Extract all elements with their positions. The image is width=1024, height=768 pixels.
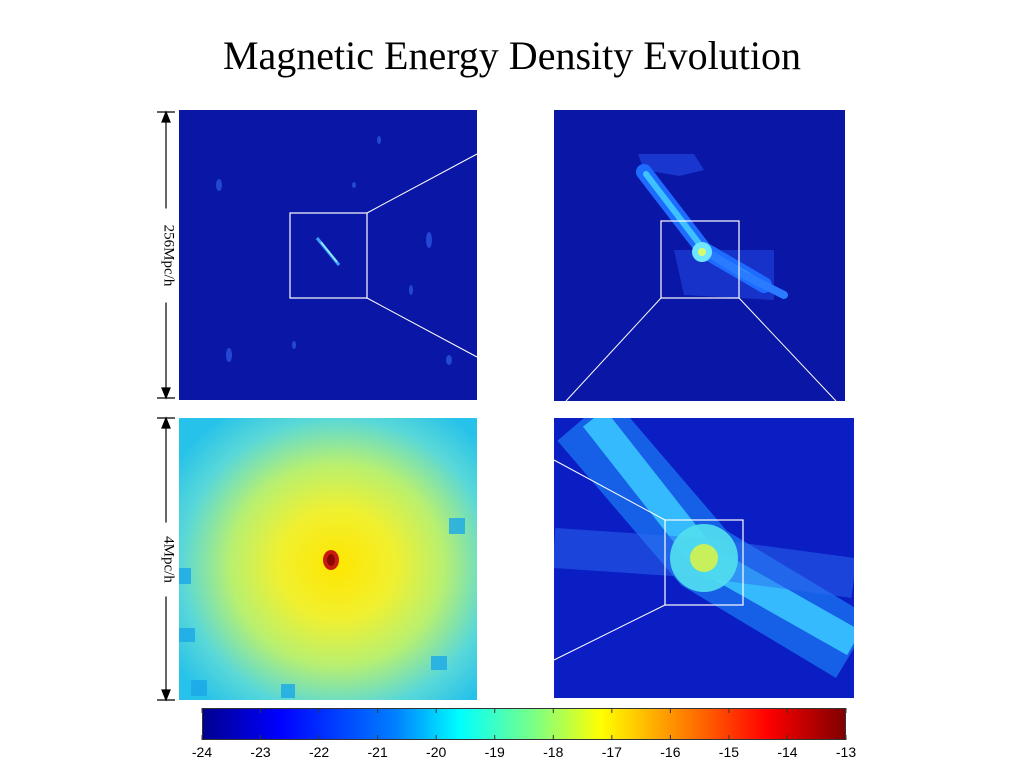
colorbar-tick-label: -14 [777,744,798,760]
colorbar-tick-label: -22 [308,744,330,760]
colorbar-tick-label: -19 [484,744,505,760]
page-title: Magnetic Energy Density Evolution [222,33,802,78]
colorbar-tick-label: -15 [718,744,740,760]
colorbar-tick-label: -18 [543,744,564,760]
colorbar-tick-label: -21 [367,744,388,760]
scale-label-bottom: 4Mpc/h [159,522,177,597]
colorbar-tick-label: -17 [601,744,622,760]
colorbar-tick-label: -13 [835,744,857,760]
colorbar [202,708,846,740]
scale-label-top: 256Mpc/h [159,208,177,303]
colorbar-tick-label: -23 [250,744,271,760]
panel-zoom-1 [554,110,845,401]
panel-zoom-2 [554,418,854,698]
colorbar-tick-label: -20 [426,744,447,760]
panel-full-box [179,110,477,400]
panel-zoom-3-core [179,418,477,700]
colorbar-tick-label: -16 [660,744,681,760]
colorbar-tick-label: -24 [191,744,213,760]
